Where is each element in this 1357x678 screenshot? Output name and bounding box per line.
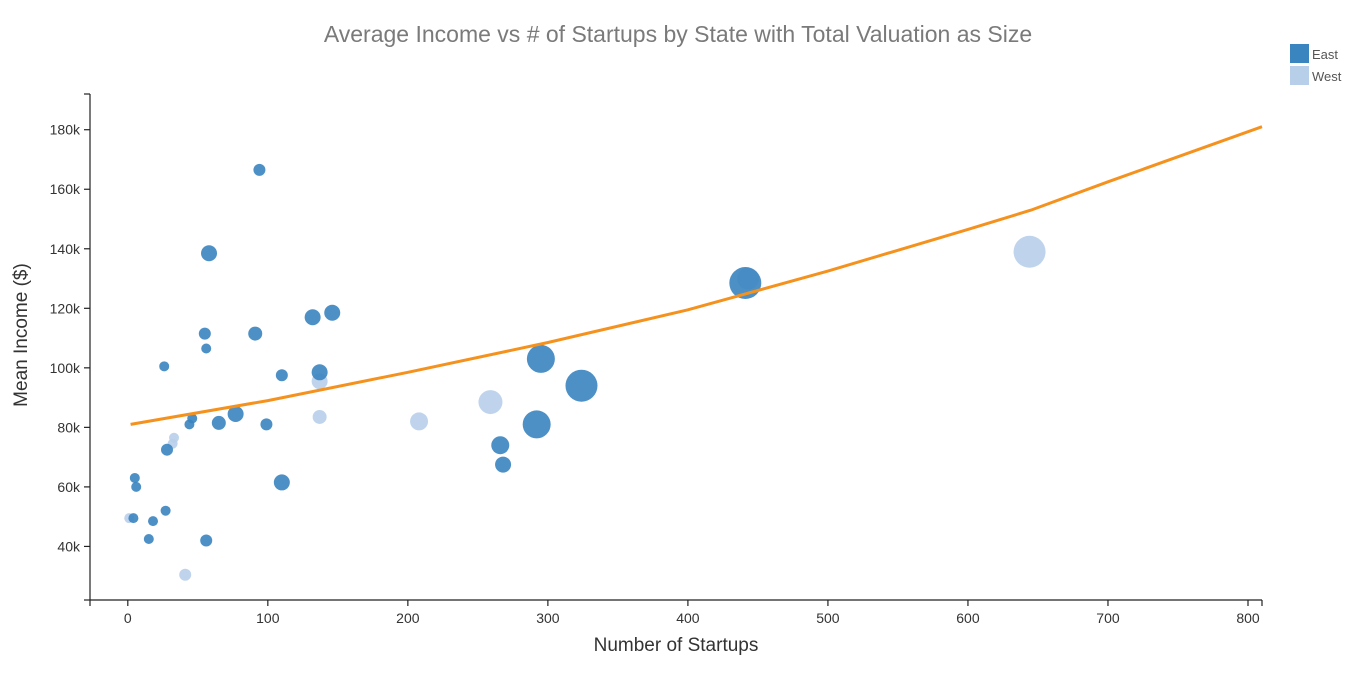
data-point-east[interactable] [201, 343, 212, 354]
data-point-west[interactable] [410, 412, 429, 431]
data-point-west[interactable] [1013, 235, 1046, 268]
data-point-east[interactable] [260, 418, 273, 431]
x-tick-label: 200 [396, 610, 420, 626]
x-tick-label: 300 [536, 610, 560, 626]
data-point-east[interactable] [200, 534, 213, 547]
x-tick-label: 0 [124, 610, 132, 626]
data-point-east[interactable] [143, 533, 154, 544]
legend[interactable]: East West [1290, 44, 1342, 85]
legend-label-east: East [1312, 47, 1338, 62]
data-point-east[interactable] [161, 443, 174, 456]
data-point-east[interactable] [491, 436, 510, 455]
x-tick-label: 100 [256, 610, 280, 626]
x-tick-label: 700 [1096, 610, 1120, 626]
legend-item-east[interactable]: East [1290, 44, 1338, 63]
x-tick-label: 400 [676, 610, 700, 626]
data-point-west[interactable] [478, 390, 503, 415]
legend-item-west[interactable]: West [1290, 66, 1342, 85]
y-tick-label: 120k [50, 300, 81, 316]
trend-line [130, 125, 1263, 426]
data-point-east[interactable] [201, 245, 218, 262]
data-point-east[interactable] [565, 369, 598, 402]
data-point-east[interactable] [148, 516, 159, 527]
data-point-east[interactable] [275, 369, 288, 382]
y-tick-label: 160k [50, 181, 81, 197]
legend-swatch-east [1290, 44, 1309, 63]
y-tick-label: 140k [50, 241, 81, 257]
data-point-east[interactable] [131, 481, 142, 492]
y-tick-label: 180k [50, 122, 81, 138]
data-point-east[interactable] [159, 361, 170, 372]
data-point-east[interactable] [248, 326, 263, 341]
y-tick-label: 100k [50, 360, 81, 376]
x-axis-ticks: 0 100 200 300 400 500 600 700 800 [89, 600, 1263, 626]
y-tick-label: 60k [57, 479, 81, 495]
data-point-east[interactable] [526, 344, 555, 373]
data-point-west[interactable] [179, 568, 192, 581]
data-point-east[interactable] [129, 472, 140, 483]
data-point-east[interactable] [304, 309, 321, 326]
x-axis-label: Number of Startups [594, 635, 759, 656]
y-tick-label: 40k [57, 538, 81, 554]
data-point-east[interactable] [311, 364, 328, 381]
data-point-east[interactable] [128, 513, 139, 524]
data-point-east[interactable] [211, 415, 226, 430]
data-points [124, 163, 1046, 581]
legend-swatch-west [1290, 66, 1309, 85]
x-tick-label: 800 [1236, 610, 1260, 626]
data-point-west[interactable] [312, 409, 327, 424]
chart-title: Average Income vs # of Startups by State… [324, 21, 1032, 47]
data-point-east[interactable] [522, 410, 551, 439]
data-point-east[interactable] [495, 456, 512, 473]
data-point-east[interactable] [187, 413, 198, 424]
data-point-east[interactable] [198, 327, 211, 340]
data-point-east[interactable] [273, 474, 290, 491]
data-point-east[interactable] [227, 405, 244, 422]
legend-label-west: West [1312, 69, 1342, 84]
y-axis-label: Mean Income ($) [11, 263, 32, 407]
data-point-east[interactable] [160, 505, 171, 516]
y-tick-label: 80k [57, 419, 81, 435]
x-tick-label: 600 [956, 610, 980, 626]
data-point-east[interactable] [253, 163, 266, 176]
x-tick-label: 500 [816, 610, 840, 626]
y-axis-ticks: 40k 60k 80k 100k 120k 140k 160k 180k [50, 93, 90, 601]
data-point-east[interactable] [324, 304, 341, 321]
